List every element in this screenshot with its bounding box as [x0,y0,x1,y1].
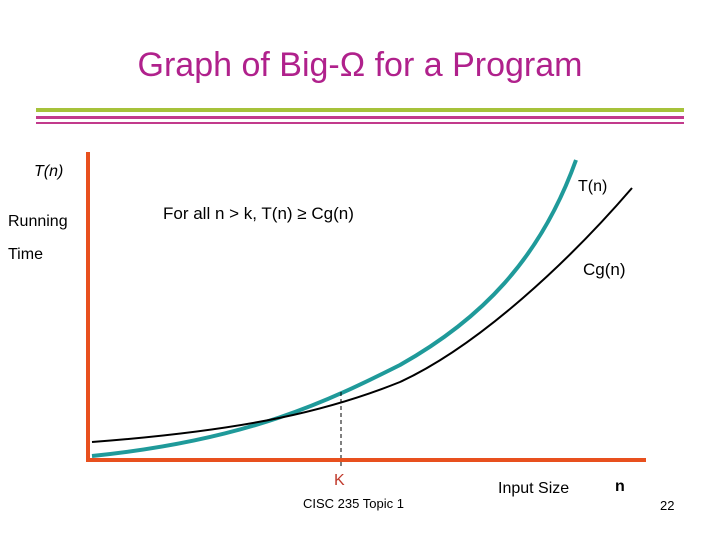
x-axis-symbol: n [615,478,625,495]
y-axis-symbol: T(n) [34,163,64,180]
y-axis-label-line2: Time [8,246,43,263]
cg-curve [91,187,633,443]
crossover-label: K [334,472,345,489]
page-number: 22 [660,498,675,513]
cg-curve-label: Cg(n) [583,260,626,279]
title-rule-pink-1 [36,116,684,119]
title-rule-green [36,108,684,112]
x-axis-label: Input Size [498,480,570,497]
tn-curve [91,159,578,458]
y-axis-label-line1: Running [8,213,68,230]
statement: For all n > k, T(n) ≥ Cg(n) [163,204,354,223]
slide-title: Graph of Big-Ω for a Program [137,46,583,84]
title-rule-pink-2 [36,122,684,124]
footer-text: CISC 235 Topic 1 [303,496,404,511]
tn-curve-label: T(n) [578,178,608,195]
